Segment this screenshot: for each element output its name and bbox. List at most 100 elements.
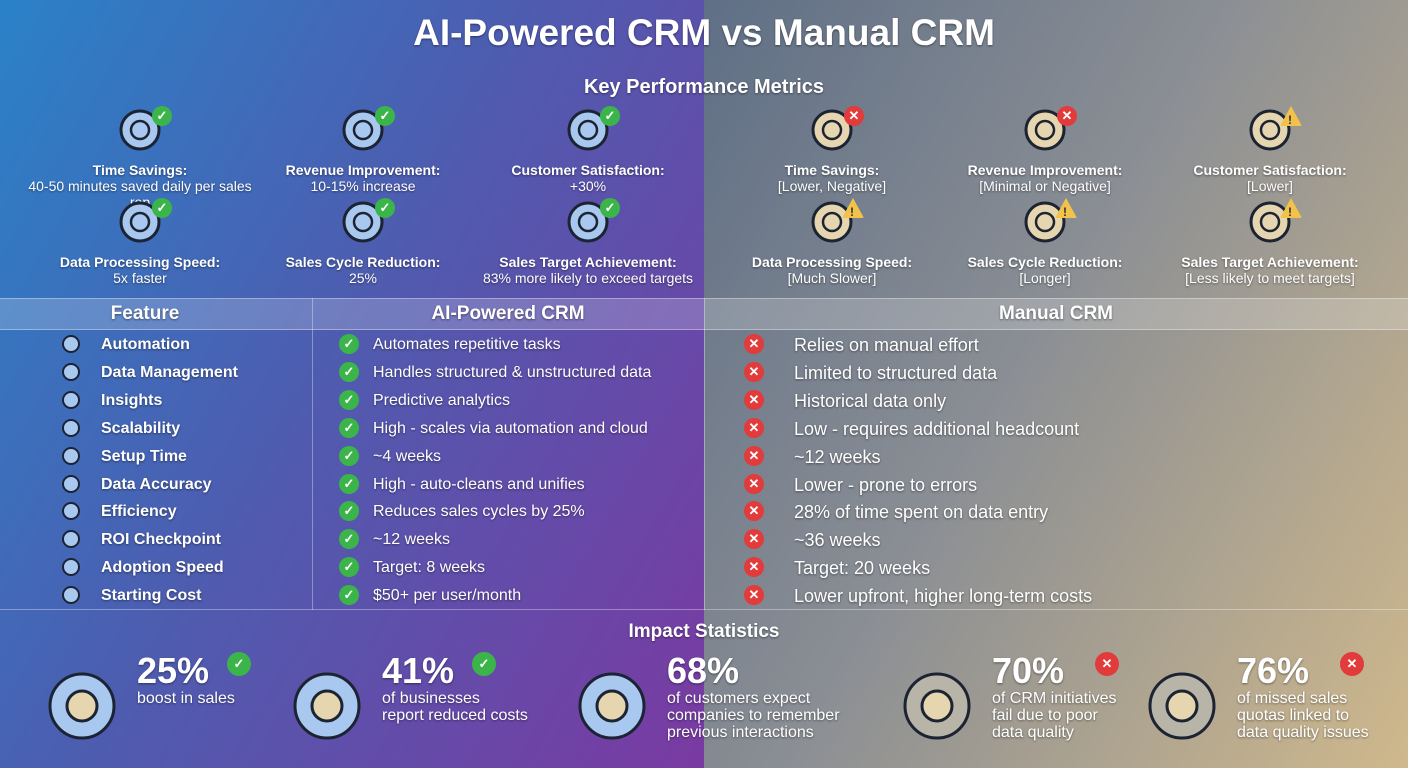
feature-name: Insights [101,391,163,409]
metric-value: [Lower] [1247,178,1293,194]
table-row: Setup Time ✓ ~4 weeks ✕ ~12 weeks [0,443,1408,471]
table-row: Insights ✓ Predictive analytics ✕ Historical… [0,387,1408,415]
ai-crm-value: Automates repetitive tasks [373,336,561,353]
manual-crm-value: Limited to structured data [794,362,998,383]
stat-description-line: quotas linked to [1237,707,1350,724]
feature-name: Starting Cost [101,587,202,605]
metric-label: Sales Target Achievement: [1181,254,1359,270]
cross-icon: ✕ [1340,652,1364,676]
conversation-icon [570,658,655,743]
manual-metric: ! Customer Satisfaction: [Lower] [1155,106,1385,194]
warning-icon: ! [1280,198,1302,219]
cross-icon: ✕ [744,529,764,550]
metric-value: [Much Slower] [787,270,877,286]
table-row: Data Accuracy ✓ High - auto-cleans and uni… [0,471,1408,499]
stat-value: 76% [1237,650,1310,691]
clock-down-icon: ✕ [802,106,864,156]
table-row: Automation ✓ Automates repetitive tasks ✕ Re… [0,331,1408,359]
cross-icon: ✕ [744,501,764,522]
stat-description-line: boost in sales [137,690,235,707]
stat-value: 25% [137,650,210,691]
ai-metric: ✓ Sales Cycle Reduction: 25% [248,198,478,286]
ai-metric: ✓ Sales Target Achievement: 83% more likel… [473,198,703,286]
stat-description-line: of missed sales [1237,690,1348,707]
feature-icon [60,584,82,606]
check-icon: ✓ [600,198,620,218]
metric-value: [Minimal or Negative] [979,178,1111,194]
lightning-network-icon: ✓ [110,198,172,248]
metric-value: 25% [348,270,378,286]
manual-metric: ! Sales Cycle Reduction: [Longer] [930,198,1160,286]
cross-icon: ✕ [1095,652,1119,676]
sad-face-icon: ! [1240,106,1302,156]
feature-name: Setup Time [101,447,187,465]
metric-label: Sales Cycle Reduction: [285,254,441,270]
stat-description-line: of customers expect [667,690,811,707]
impact-title: Impact Statistics [628,621,780,642]
stat-value: 68% [667,650,740,691]
cross-icon: ✕ [744,585,764,606]
stat-description: of missed sales quotas linked to data qual… [1237,690,1369,741]
check-icon: ✓ [339,445,359,466]
stat-description-line: previous interactions [667,724,814,741]
stat-description-line: report reduced costs [382,707,528,724]
feature-icon [60,528,82,550]
header-ai-crm: AI-Powered CRM [431,303,585,324]
metric-label: Data Processing Speed: [751,254,913,270]
stat-description: of customers expect companies to remember… [667,690,840,741]
table-row: Starting Cost ✓ $50+ per user/month ✕ Lower … [0,582,1408,610]
feature-name: Automation [101,336,190,353]
check-icon: ✓ [339,585,359,606]
divider [312,298,313,610]
check-icon: ✓ [152,198,172,218]
stat-value: 41% [382,650,455,691]
feature-name: ROI Checkpoint [101,531,222,549]
stat-description-line: data quality [992,724,1074,741]
check-icon: ✓ [339,361,359,382]
coins-down-icon [285,658,370,743]
metric-value: 83% more likely to exceed targets [482,270,694,286]
cross-icon: ✕ [744,557,764,578]
divider [704,298,705,610]
feature-icon [60,417,82,439]
check-icon: ✓ [152,106,172,126]
ai-crm-value: ~4 weeks [373,447,442,465]
feature-name: Efficiency [101,503,177,521]
manual-crm-value: 28% of time spent on data entry [794,502,1049,523]
feature-icon [60,500,82,522]
check-icon: ✓ [339,389,359,410]
ai-crm-value: $50+ per user/month [373,587,522,605]
ai-crm-value: Predictive analytics [373,391,510,409]
feature-icon [60,361,82,383]
metric-label: Time Savings: [92,162,188,178]
check-icon: ✓ [375,106,395,126]
table-row: Scalability ✓ High - scales via automation… [0,415,1408,443]
snail-icon: ! [802,198,864,248]
broken-chain-icon [895,658,980,743]
chart-down-icon: ✕ [1015,106,1077,156]
check-icon: ✓ [339,417,359,438]
header-manual-crm: Manual CRM [999,303,1113,324]
stat-description-line: data quality issues [1237,724,1369,741]
cross-icon: ✕ [744,389,764,410]
target-icon: ✓ [558,198,620,248]
feature-icon [60,389,82,411]
manual-crm-value: Target: 20 weeks [794,558,931,579]
metric-label: Time Savings: [784,162,880,178]
metric-value: 10-15% increase [310,178,416,194]
feature-name: Data Accuracy [101,475,212,493]
manual-crm-value: Relies on manual effort [794,335,979,355]
manual-crm-value: Lower upfront, higher long-term costs [794,586,1093,607]
manual-metric: ✕ Time Savings: [Lower, Negative] [717,106,947,194]
table-header [0,298,1408,330]
check-icon: ✓ [375,198,395,218]
ai-metric: ✓ Revenue Improvement: 10-15% increase [248,106,478,194]
warning-icon: ! [1055,198,1077,219]
ai-metric: ✓ Data Processing Speed: 5x faster [25,198,255,286]
stat-description-line: fail due to poor [992,707,1098,724]
feature-icon [60,556,82,578]
check-icon: ✓ [339,529,359,550]
cross-icon: ✕ [744,473,764,494]
metric-value: [Longer] [1019,270,1071,286]
check-icon: ✓ [227,652,251,676]
